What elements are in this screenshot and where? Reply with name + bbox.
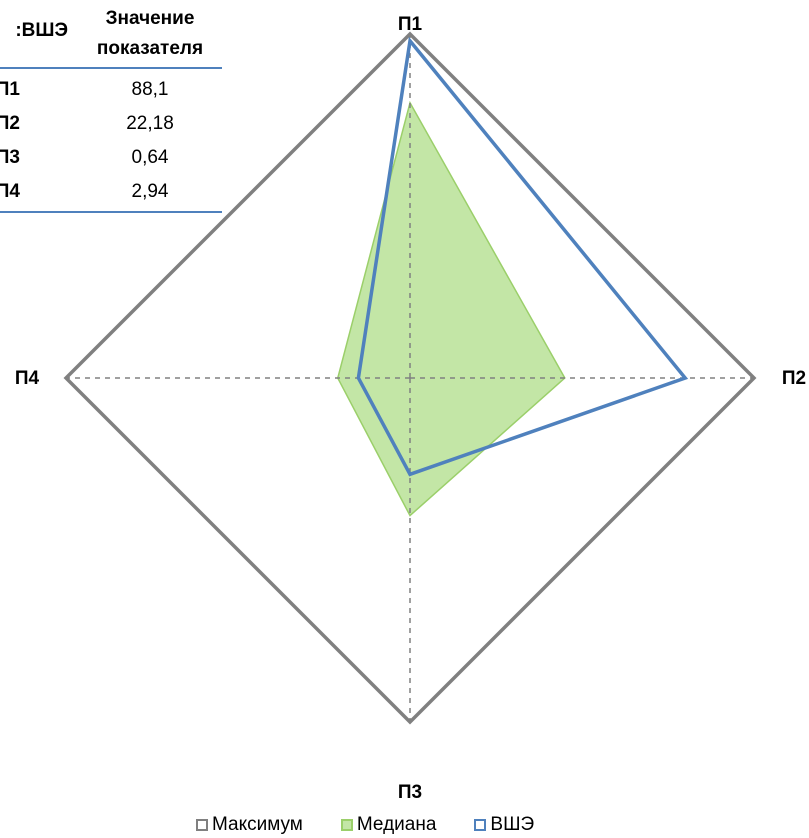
legend-item-maximum: Максимум <box>196 813 303 837</box>
table-row-label: П3 <box>0 147 20 168</box>
table-bottom-rule <box>0 211 222 213</box>
table-row-label: П1 <box>0 79 20 100</box>
table-row-value: 88,1 <box>131 79 169 100</box>
legend-swatch-maximum <box>196 819 208 831</box>
table-row: П2 22,18 <box>0 110 222 141</box>
values-table: ВШЭ: Значение показателя П1 88,1 П2 22,18… <box>0 0 222 215</box>
table-row-label: П2 <box>0 113 20 134</box>
axis-label-2: П2 <box>782 368 806 389</box>
series-hse-line <box>356 36 689 477</box>
table-row-label: П4 <box>0 181 20 202</box>
legend-item-median: Медиана <box>340 813 437 837</box>
legend-label-hse: ВШЭ <box>490 814 535 835</box>
chart-legend: Максимум Медиана ВШЭ <box>196 813 572 837</box>
legend-swatch-median <box>340 819 353 831</box>
series-median-area <box>336 100 566 517</box>
legend-item-hse: ВШЭ <box>474 813 534 837</box>
axis-label-3: П3 <box>398 782 422 803</box>
legend-label-median: Медиана <box>356 814 437 835</box>
legend-label-maximum: Максимум <box>212 814 303 835</box>
legend-swatch-hse <box>474 819 487 831</box>
table-header: ВШЭ: Значение показателя <box>0 4 222 66</box>
table-header-org: ВШЭ: <box>15 20 68 41</box>
table-header-value: Значение показателя <box>96 8 204 59</box>
table-row-value: 2,94 <box>131 181 169 202</box>
axis-label-1: П1 <box>398 14 423 35</box>
table-row-value: 0,64 <box>131 147 169 168</box>
axis-label-4: П4 <box>15 368 40 389</box>
table-header-rule <box>0 67 222 69</box>
table-row: П4 2,94 <box>0 178 222 209</box>
series-maximum-line <box>63 31 757 725</box>
table-row: П1 88,1 <box>0 76 222 107</box>
table-row-value: 22,18 <box>126 113 174 134</box>
table-row: П3 0,64 <box>0 144 222 175</box>
